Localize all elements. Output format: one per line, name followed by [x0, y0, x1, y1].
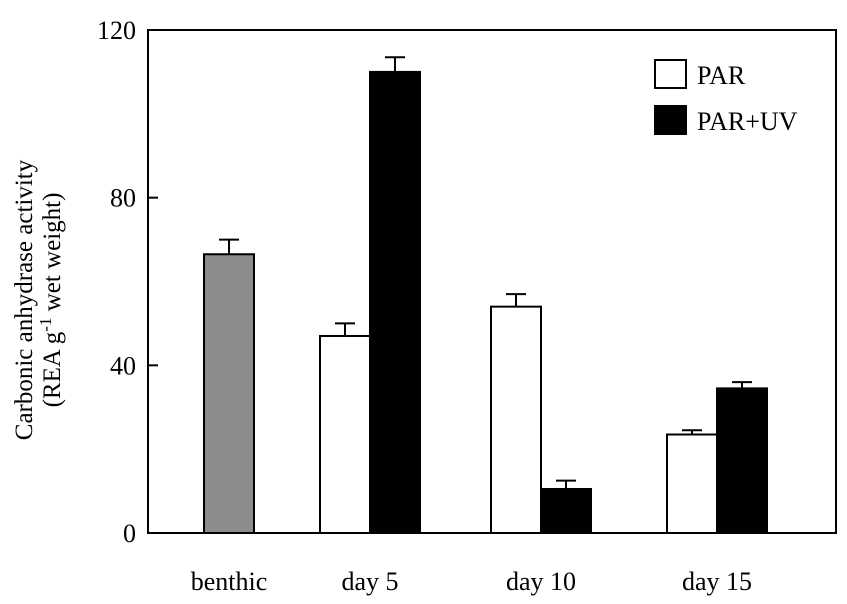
x-category-label: day 5: [341, 567, 398, 596]
bar-par-day-5: [319, 334, 371, 534]
y-axis-units-superscript: -1: [36, 318, 55, 332]
y-axis-units-prefix: (REA g: [39, 331, 66, 407]
bar-par-uv-day-15: [716, 387, 768, 535]
bar-benthic-benthic: [203, 253, 255, 534]
y-axis-units-suffix: wet weight): [39, 193, 66, 318]
y-axis-label: Carbonic anhydrase activity: [11, 159, 38, 440]
bars: [203, 70, 768, 535]
x-axis-labels: benthic day 5 day 10 day 15: [191, 567, 752, 596]
x-category-label: day 15: [682, 567, 752, 596]
bar-par-uv-day-10: [540, 487, 592, 534]
x-category-label: day 10: [506, 567, 576, 596]
legend-swatch-paruv: [654, 105, 687, 135]
y-tick-label: 40: [110, 351, 136, 380]
y-axis-ticks: 0 40 80 120: [97, 16, 158, 548]
y-tick-label: 120: [97, 16, 136, 45]
legend: PAR PAR+UV: [654, 59, 798, 136]
y-axis-label-units: (REA g-1 wet weight): [36, 193, 66, 408]
error-bars: [219, 56, 752, 489]
y-tick-label: 0: [123, 519, 136, 548]
legend-label-paruv: PAR+UV: [697, 107, 798, 136]
y-tick-label: 80: [110, 184, 136, 213]
bar-par-day-10: [490, 305, 542, 534]
legend-label-par: PAR: [697, 61, 746, 90]
bar-par-day-15: [666, 433, 718, 534]
x-category-label: benthic: [191, 567, 268, 596]
legend-swatch-par: [654, 59, 687, 89]
bar-par-uv-day-5: [369, 70, 421, 535]
